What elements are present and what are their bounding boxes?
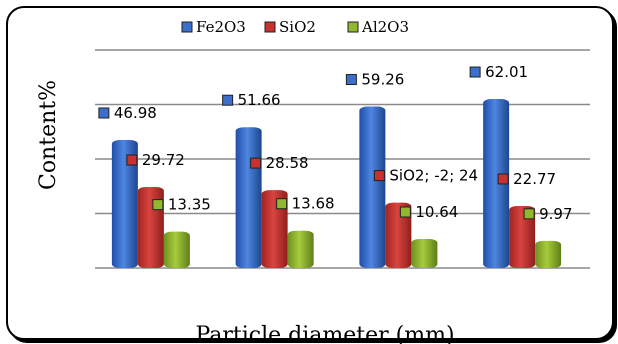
- data-label-sio2-1: 29.72: [142, 151, 185, 169]
- data-label-marker: [497, 173, 509, 185]
- bar-al2o3-1: [163, 231, 190, 268]
- bar-fe2o3-4: [483, 99, 510, 268]
- bar-fe2o3-1: [111, 139, 138, 268]
- chart-frame: [6, 6, 614, 340]
- legend-marker-al2o3: [347, 21, 359, 33]
- data-label-marker: [399, 206, 411, 218]
- bar-al2o3-2: [287, 230, 314, 268]
- bar-sio2-4: [509, 205, 536, 268]
- data-label-sio2-3: SiO2; -2; 24: [389, 167, 478, 185]
- data-label-marker: [98, 107, 110, 119]
- data-label-marker: [222, 94, 234, 106]
- bar-fe2o3-3: [359, 106, 386, 268]
- data-label-marker: [345, 74, 357, 86]
- data-label-fe2o3-4: 62.01: [485, 63, 528, 81]
- y-axis-title: Content%: [36, 80, 61, 190]
- data-label-al2o3-3: 10.64: [415, 203, 458, 221]
- data-label-fe2o3-3: 59.26: [361, 71, 404, 89]
- bars: [111, 99, 562, 268]
- legend-marker-fe2o3: [181, 21, 193, 33]
- bar-sio2-3: [385, 202, 412, 268]
- data-labels: 46.98 51.66 59.26 62.01 29.72 28.58 SiO2; -2; …: [98, 63, 573, 223]
- legend-label-fe2o3: Fe2O3: [196, 18, 246, 36]
- data-label-marker: [152, 199, 164, 211]
- data-label-al2o3-1: 13.35: [168, 196, 211, 214]
- data-label-marker: [523, 208, 535, 220]
- data-label-al2o3-4: 9.97: [539, 205, 572, 223]
- data-label-sio2-2: 28.58: [266, 154, 309, 172]
- bar-al2o3-3: [411, 239, 438, 268]
- data-label-marker: [469, 66, 481, 78]
- data-label-marker: [250, 157, 262, 169]
- data-label-fe2o3-1: 46.98: [114, 104, 157, 122]
- x-axis-title: Particle diameter (mm): [195, 323, 454, 344]
- data-label-sio2-4: 22.77: [513, 170, 556, 188]
- bar-fe2o3-2: [235, 127, 262, 268]
- bar-al2o3-4: [535, 240, 562, 268]
- bar-sio2-2: [261, 190, 288, 268]
- data-label-marker: [373, 170, 385, 182]
- data-label-fe2o3-2: 51.66: [238, 91, 281, 109]
- legend: Fe2O3 SiO2 Al2O3: [181, 18, 409, 36]
- legend-label-sio2: SiO2: [279, 18, 316, 36]
- legend-marker-sio2: [264, 21, 276, 33]
- data-label-marker: [276, 198, 288, 210]
- data-label-al2o3-2: 13.68: [292, 195, 335, 213]
- legend-label-al2o3: Al2O3: [361, 18, 409, 36]
- data-label-marker: [126, 154, 138, 166]
